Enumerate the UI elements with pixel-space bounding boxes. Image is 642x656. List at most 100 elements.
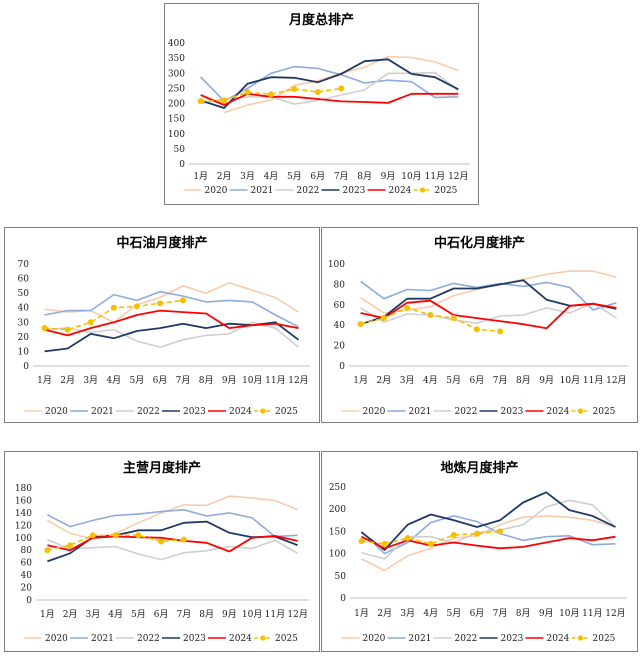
x-tick-label: 10月 bbox=[560, 375, 580, 386]
legend-label: 2022 bbox=[137, 407, 160, 417]
legend-item-2022: 2022 bbox=[433, 407, 478, 417]
series-line-2022 bbox=[47, 538, 298, 561]
legend-item-2022: 2022 bbox=[116, 634, 160, 644]
x-tick-label: 6月 bbox=[153, 375, 168, 386]
chart-title: 中石化月度排产 bbox=[434, 235, 525, 251]
legend-label: 2022 bbox=[137, 634, 160, 644]
y-tick-label: 50 bbox=[335, 572, 347, 582]
series-line-2023 bbox=[360, 491, 616, 551]
legend-item-2023: 2023 bbox=[162, 407, 206, 417]
legend-item-2021: 2021 bbox=[70, 634, 114, 644]
series-line-2022 bbox=[361, 499, 617, 560]
y-tick-label: 100 bbox=[168, 130, 185, 140]
legend-item-2024: 2024 bbox=[208, 407, 252, 417]
chart-svg: 地炼月度排产 0 50 100 150 200 250 1月 2月 3月 4月 5月 6月 7月 8月 9月 1… bbox=[329, 460, 627, 644]
legend-label: 2023 bbox=[501, 407, 524, 417]
series-line-2020 bbox=[361, 515, 616, 572]
legend-marker bbox=[260, 635, 266, 641]
legend-item-2021: 2021 bbox=[387, 407, 431, 417]
y-tick-label: 80 bbox=[21, 546, 33, 556]
x-tick-label: 8月 bbox=[516, 608, 531, 619]
y-tick-label: 250 bbox=[168, 84, 185, 94]
y-tick-label: 0 bbox=[340, 594, 346, 604]
data-point-2025 bbox=[158, 538, 165, 545]
x-tick-label: 2月 bbox=[63, 609, 78, 620]
data-point-2025 bbox=[314, 89, 321, 96]
x-tick-label: 12月 bbox=[448, 171, 468, 182]
data-point-2025 bbox=[381, 540, 388, 547]
legend-label: 2025 bbox=[593, 407, 616, 417]
legend-label: 2025 bbox=[593, 634, 616, 644]
legend-marker bbox=[260, 408, 266, 414]
data-point-2025 bbox=[180, 536, 187, 543]
chart-svg: 主营月度排产 0 20 40 60 80 100 120 140 160 180 1月 2月 3月 4月 5月… bbox=[15, 460, 309, 644]
legend-item-2022: 2022 bbox=[275, 186, 319, 196]
legend-item-2025: 2025 bbox=[254, 634, 298, 644]
x-tick-label: 2月 bbox=[377, 375, 392, 386]
legend-item-2021: 2021 bbox=[387, 634, 431, 644]
x-tick-label: 6月 bbox=[154, 609, 169, 620]
legend-item-2025: 2025 bbox=[254, 407, 298, 417]
y-tick-label: 70 bbox=[18, 260, 30, 270]
data-point-2025 bbox=[197, 98, 204, 105]
series-line-2021 bbox=[47, 509, 298, 538]
x-tick-label: 4月 bbox=[108, 609, 123, 620]
x-tick-label: 7月 bbox=[493, 375, 508, 386]
legend-item-2021: 2021 bbox=[70, 407, 114, 417]
y-tick-label: 180 bbox=[15, 484, 32, 494]
legend-label: 2020 bbox=[363, 634, 386, 644]
x-tick-label: 11月 bbox=[583, 375, 603, 386]
x-tick-label: 12月 bbox=[287, 609, 307, 620]
chart-panel-main: 主营月度排产 0 20 40 60 80 100 120 140 160 180 1月 2月 3月 4月 5月… bbox=[4, 451, 320, 652]
legend-label: 2025 bbox=[275, 407, 298, 417]
x-tick-label: 1月 bbox=[193, 171, 208, 182]
x-tick-label: 2月 bbox=[217, 171, 232, 182]
series-line-2022 bbox=[44, 321, 300, 348]
x-tick-label: 4月 bbox=[264, 171, 279, 182]
x-tick-label: 4月 bbox=[106, 375, 121, 386]
legend-item-2022: 2022 bbox=[433, 634, 477, 644]
legend-item-2023: 2023 bbox=[321, 186, 366, 196]
x-tick-label: 4月 bbox=[423, 375, 438, 386]
x-tick-label: 8月 bbox=[199, 609, 214, 620]
y-tick-label: 140 bbox=[15, 509, 32, 519]
y-tick-label: 350 bbox=[168, 54, 185, 64]
legend-label: 2025 bbox=[435, 186, 458, 196]
x-tick-label: 10月 bbox=[242, 609, 262, 620]
x-tick-label: 2月 bbox=[60, 375, 75, 386]
y-tick-label: 60 bbox=[334, 301, 346, 311]
y-tick-label: 100 bbox=[329, 550, 346, 560]
x-tick-label: 3月 bbox=[86, 609, 101, 620]
data-point-2025 bbox=[450, 531, 457, 538]
legend-label: 2022 bbox=[455, 407, 478, 417]
legend-item-2022: 2022 bbox=[116, 407, 160, 417]
data-point-2025 bbox=[473, 326, 480, 333]
series-line-2024 bbox=[360, 299, 617, 330]
series-line-2024 bbox=[200, 92, 459, 106]
x-tick-label: 12月 bbox=[606, 375, 626, 386]
x-tick-label: 11月 bbox=[425, 171, 445, 182]
legend-label: 2020 bbox=[45, 634, 68, 644]
x-tick-label: 7月 bbox=[493, 608, 508, 619]
y-tick-label: 100 bbox=[328, 260, 345, 270]
x-tick-label: 6月 bbox=[470, 375, 485, 386]
legend-label: 2024 bbox=[229, 634, 252, 644]
legend-item-2020: 2020 bbox=[24, 634, 68, 644]
legend-item-2025: 2025 bbox=[571, 634, 616, 644]
data-point-2025 bbox=[497, 328, 504, 335]
legend-label: 2025 bbox=[275, 634, 298, 644]
x-tick-label: 9月 bbox=[539, 608, 554, 619]
data-point-2025 bbox=[110, 304, 117, 311]
chart-title: 主营月度排产 bbox=[123, 460, 201, 476]
legend-label: 2021 bbox=[91, 407, 114, 417]
chart-title: 地炼月度排产 bbox=[440, 460, 518, 476]
x-tick-label: 1月 bbox=[37, 375, 52, 386]
y-tick-label: 150 bbox=[329, 527, 346, 537]
y-tick-label: 20 bbox=[21, 584, 33, 594]
data-point-2025 bbox=[427, 312, 434, 318]
x-tick-label: 9月 bbox=[381, 171, 396, 182]
data-point-2025 bbox=[338, 85, 345, 92]
data-point-2025 bbox=[291, 85, 298, 92]
legend-item-2020: 2020 bbox=[341, 634, 386, 644]
chart-title: 月度总排产 bbox=[288, 12, 354, 28]
